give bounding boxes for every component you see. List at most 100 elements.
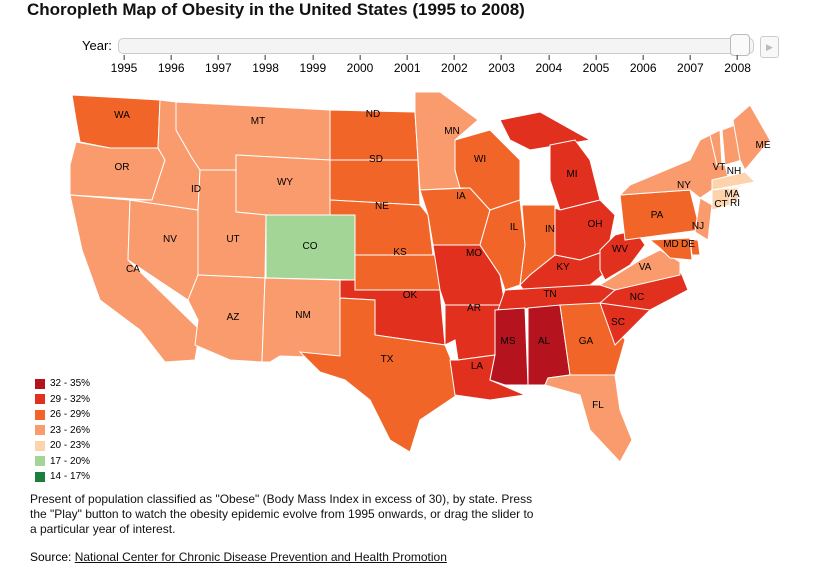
- state-label-nc: NC: [630, 292, 644, 303]
- year-tick-1997[interactable]: 1997: [205, 55, 232, 75]
- state-nj[interactable]: [694, 197, 713, 241]
- legend-item: 32 - 35%: [35, 376, 90, 392]
- state-vt[interactable]: [709, 129, 723, 166]
- legend-swatch: [35, 394, 45, 405]
- state-label-ks: KS: [393, 247, 407, 258]
- state-label-nh: NH: [727, 166, 741, 177]
- state-ms[interactable]: [489, 307, 529, 386]
- state-label-wy: WY: [277, 177, 293, 188]
- year-tick-1996[interactable]: 1996: [158, 55, 185, 75]
- state-label-in: IN: [545, 224, 555, 235]
- legend-label: 29 - 32%: [50, 393, 91, 405]
- state-label-ky: KY: [556, 262, 570, 273]
- year-tick-2001[interactable]: 2001: [394, 55, 421, 75]
- legend-swatch: [35, 409, 45, 420]
- state-label-mo: MO: [466, 248, 482, 259]
- state-label-ia: IA: [456, 191, 466, 202]
- state-label-wi: WI: [474, 154, 486, 165]
- state-ma[interactable]: [711, 171, 757, 191]
- state-label-nv: NV: [163, 234, 177, 245]
- year-slider[interactable]: [118, 38, 754, 54]
- state-va[interactable]: [598, 249, 681, 291]
- description: Present of population classified as "Obe…: [30, 492, 534, 536]
- year-tick-1998[interactable]: 1998: [252, 55, 279, 75]
- year-tick-2003[interactable]: 2003: [488, 55, 515, 75]
- year-tick-2004[interactable]: 2004: [535, 55, 562, 75]
- state-label-ga: GA: [579, 336, 594, 347]
- legend-label: 32 - 35%: [50, 378, 91, 390]
- year-tick-1995[interactable]: 1995: [111, 55, 138, 75]
- state-label-la: LA: [471, 361, 484, 372]
- year-tick-2008[interactable]: 2008: [724, 55, 751, 75]
- state-label-ne: NE: [375, 201, 389, 212]
- state-label-ny: NY: [677, 180, 691, 191]
- year-label: Year:: [82, 38, 112, 53]
- state-label-ct: CT: [714, 199, 727, 210]
- state-label-ri: RI: [730, 198, 740, 209]
- legend-swatch: [35, 471, 45, 482]
- state-label-vt: VT: [713, 162, 726, 173]
- state-label-ar: AR: [467, 303, 481, 314]
- source-link[interactable]: National Center for Chronic Disease Prev…: [74, 550, 447, 564]
- year-tick-2006[interactable]: 2006: [630, 55, 657, 75]
- state-label-ok: OK: [403, 290, 418, 301]
- legend-item: 23 - 26%: [35, 423, 90, 439]
- state-ri[interactable]: [729, 187, 739, 204]
- state-label-sd: SD: [369, 154, 383, 165]
- state-label-de: DE: [681, 239, 695, 250]
- state-label-id: ID: [191, 184, 201, 195]
- legend-swatch: [35, 456, 45, 467]
- state-label-sc: SC: [611, 317, 625, 328]
- state-label-tn: TN: [543, 289, 556, 300]
- legend-label: 23 - 26%: [50, 424, 91, 436]
- legend-swatch: [35, 440, 45, 451]
- state-label-al: AL: [538, 336, 551, 347]
- state-label-az: AZ: [227, 312, 240, 323]
- state-me[interactable]: [732, 104, 771, 171]
- year-tick-2002[interactable]: 2002: [441, 55, 468, 75]
- legend-label: 20 - 23%: [50, 440, 91, 452]
- state-label-wv: WV: [612, 244, 628, 255]
- state-label-wa: WA: [114, 110, 130, 121]
- state-label-tx: TX: [381, 354, 394, 365]
- state-fl[interactable]: [544, 374, 633, 463]
- year-tick-2000[interactable]: 2000: [347, 55, 374, 75]
- state-label-ca: CA: [126, 264, 140, 275]
- state-label-oh: OH: [588, 219, 603, 230]
- state-label-co: CO: [303, 241, 318, 252]
- state-label-ut: UT: [226, 234, 239, 245]
- state-label-ma: MA: [725, 189, 740, 200]
- legend-item: 20 - 23%: [35, 438, 90, 454]
- state-tx[interactable]: [298, 297, 458, 453]
- state-sd[interactable]: [329, 159, 421, 206]
- year-tick-1999[interactable]: 1999: [299, 55, 326, 75]
- state-ct[interactable]: [711, 187, 731, 211]
- state-label-nj: NJ: [692, 221, 704, 232]
- year-tick-2005[interactable]: 2005: [583, 55, 610, 75]
- play-button[interactable]: ▶: [760, 36, 779, 58]
- state-label-va: VA: [639, 262, 652, 273]
- state-label-md: MD: [663, 239, 679, 250]
- state-label-nm: NM: [295, 310, 311, 321]
- state-il[interactable]: [479, 199, 526, 291]
- legend-label: 14 - 17%: [50, 471, 91, 483]
- year-tick-2007[interactable]: 2007: [677, 55, 704, 75]
- state-label-fl: FL: [592, 400, 604, 411]
- state-md[interactable]: [648, 237, 693, 261]
- legend-label: 17 - 20%: [50, 455, 91, 467]
- legend-item: 17 - 20%: [35, 454, 90, 470]
- state-ks[interactable]: [354, 254, 441, 291]
- state-wa[interactable]: [71, 94, 161, 149]
- legend-label: 26 - 29%: [50, 409, 91, 421]
- state-label-mt: MT: [251, 116, 265, 127]
- source: Source: National Center for Chronic Dise…: [30, 550, 447, 564]
- play-icon: ▶: [766, 42, 773, 52]
- legend-swatch: [35, 425, 45, 436]
- state-wv[interactable]: [599, 229, 646, 281]
- state-ny[interactable]: [618, 134, 731, 199]
- state-label-ms: MS: [501, 336, 516, 347]
- state-label-mi: MI: [566, 169, 577, 180]
- state-label-or: OR: [115, 162, 130, 173]
- state-label-il: IL: [510, 222, 519, 233]
